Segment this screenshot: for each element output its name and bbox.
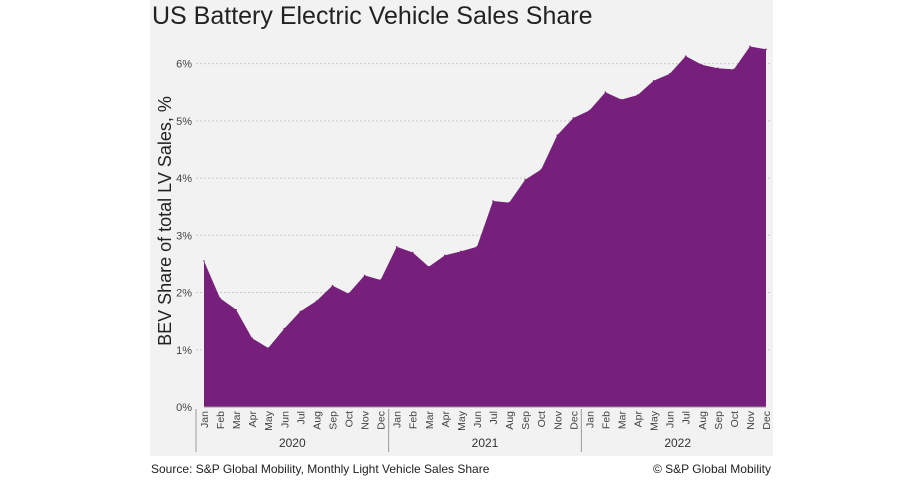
x-tick-label: Aug	[311, 411, 323, 430]
chart-title: US Battery Electric Vehicle Sales Share	[152, 2, 593, 30]
y-tick-label: 4%	[176, 173, 192, 185]
data-point	[411, 251, 414, 254]
year-label: 2020	[279, 436, 306, 450]
year-label: 2022	[664, 436, 691, 450]
x-tick-label: Dec	[376, 411, 388, 430]
x-tick-label: Jun	[665, 411, 677, 428]
x-tick-label: Dec	[761, 411, 773, 430]
data-point	[395, 245, 398, 248]
data-point	[444, 254, 446, 257]
data-point	[428, 265, 430, 268]
data-point	[299, 310, 302, 313]
y-tick-label: 2%	[176, 288, 192, 300]
bev-share-area	[204, 46, 766, 407]
x-tick-label: Aug	[697, 411, 709, 430]
x-tick-label: Jun	[472, 411, 484, 428]
x-tick-label: Sep	[520, 411, 532, 430]
year-label: 2021	[472, 436, 499, 450]
x-tick-label: Apr	[247, 411, 259, 428]
data-point	[700, 63, 703, 66]
x-tick-label: Feb	[600, 411, 612, 429]
data-point	[219, 297, 221, 300]
data-point	[283, 327, 286, 330]
x-tick-label: Nov	[552, 410, 564, 429]
x-tick-label: Jan	[199, 411, 211, 428]
x-tick-label: Mar	[231, 411, 243, 430]
data-point	[379, 279, 382, 281]
data-point	[652, 79, 655, 82]
x-tick-label: May	[456, 410, 468, 431]
data-point	[476, 245, 478, 248]
data-point	[636, 94, 639, 96]
data-point	[668, 73, 671, 75]
x-tick-label: Oct	[729, 411, 741, 427]
data-point	[347, 292, 350, 295]
x-tick-label: Feb	[215, 411, 227, 429]
x-tick-label: Apr	[440, 411, 452, 428]
data-point	[620, 98, 623, 101]
x-tick-label: Nov	[745, 410, 757, 429]
data-point	[524, 178, 526, 181]
x-tick-label: Jan	[392, 411, 404, 428]
data-point	[331, 284, 334, 287]
y-tick-label: 6%	[176, 59, 192, 71]
data-point	[588, 109, 591, 112]
data-point	[572, 117, 575, 119]
y-tick-label: 5%	[176, 116, 192, 128]
x-tick-label: Apr	[633, 411, 645, 428]
x-tick-label: Sep	[327, 411, 339, 430]
source-note: Source: S&P Global Mobility, Monthly Lig…	[151, 462, 490, 476]
data-point	[765, 48, 767, 51]
data-point	[508, 201, 510, 204]
data-point	[749, 45, 751, 48]
data-point	[717, 67, 719, 69]
data-point	[315, 300, 318, 302]
x-tick-label: Sep	[713, 411, 725, 430]
data-point	[733, 68, 735, 71]
x-tick-label: Jan	[584, 411, 596, 428]
x-tick-label: Jul	[488, 411, 500, 424]
data-point	[492, 200, 494, 202]
y-axis-label: BEV Share of total LV Sales, %	[155, 96, 175, 346]
y-tick-label: 3%	[176, 230, 192, 242]
y-tick-label: 1%	[176, 345, 192, 357]
y-tick-label: 0%	[176, 402, 192, 414]
copyright-note: © S&P Global Mobility	[652, 462, 771, 476]
x-tick-label: Dec	[568, 411, 580, 430]
data-point	[251, 337, 253, 340]
x-tick-label: Feb	[408, 411, 420, 429]
data-point	[203, 260, 205, 262]
data-point	[363, 274, 366, 277]
x-tick-label: Mar	[424, 411, 436, 430]
x-tick-label: Jun	[279, 411, 291, 428]
x-tick-label: Jul	[681, 411, 693, 424]
data-point	[556, 134, 559, 136]
data-point	[540, 168, 542, 171]
x-tick-label: Oct	[536, 411, 548, 427]
data-point	[460, 250, 462, 253]
x-tick-label: Oct	[344, 411, 356, 427]
data-point	[267, 347, 270, 349]
x-tick-label: May	[263, 410, 275, 431]
data-point	[684, 55, 687, 57]
x-tick-label: Aug	[504, 411, 516, 430]
data-point	[604, 91, 607, 94]
data-point	[235, 308, 237, 311]
x-tick-label: Mar	[616, 411, 628, 430]
x-tick-label: May	[649, 410, 661, 431]
x-tick-label: Jul	[295, 411, 307, 424]
x-tick-label: Nov	[360, 410, 372, 429]
